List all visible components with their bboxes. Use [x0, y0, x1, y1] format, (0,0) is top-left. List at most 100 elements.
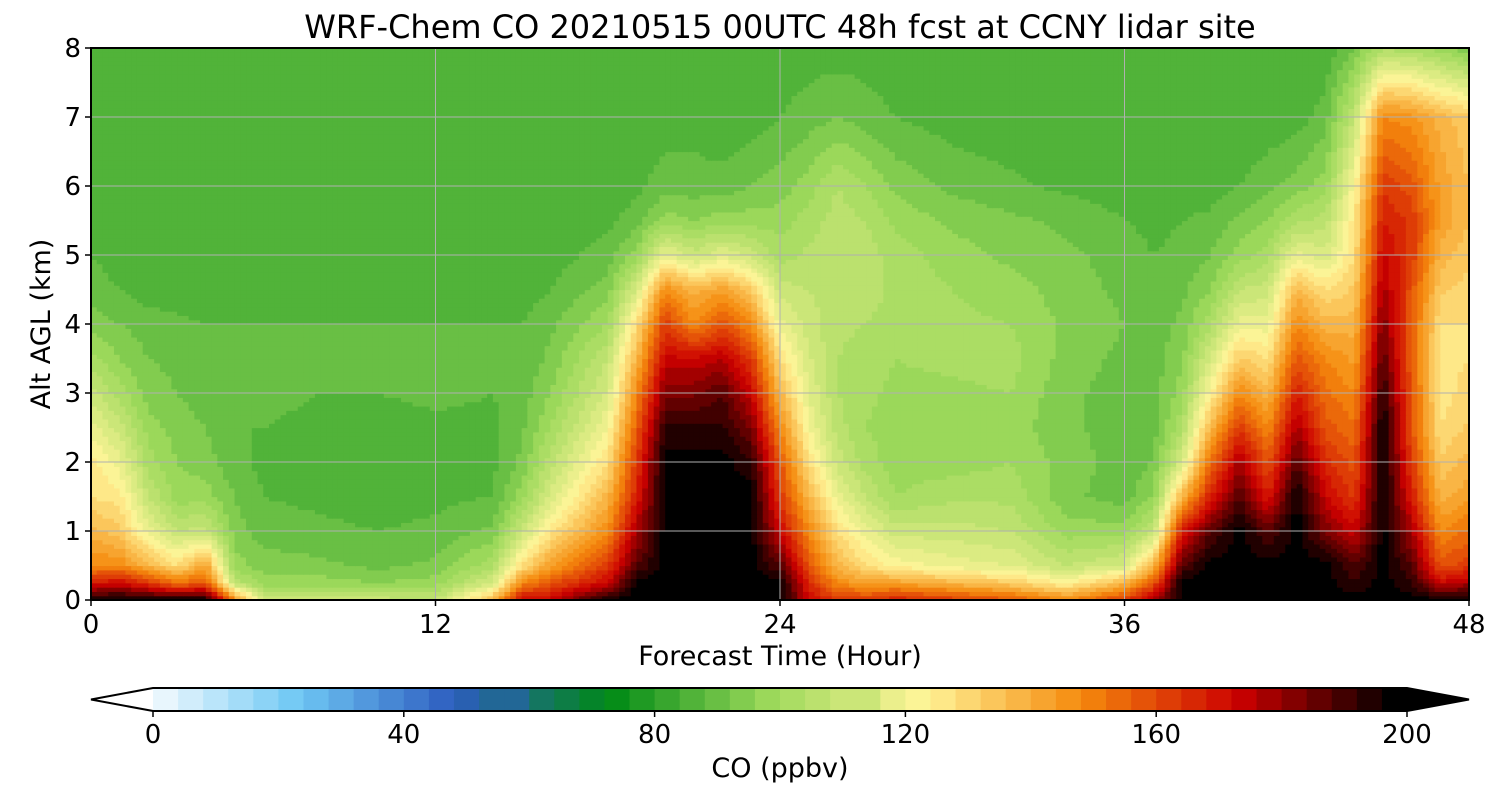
co-cell: [1302, 531, 1308, 536]
co-cell: [160, 535, 166, 540]
co-cell: [263, 509, 269, 514]
co-cell: [935, 540, 941, 545]
co-cell: [269, 522, 275, 527]
co-cell: [1113, 566, 1119, 571]
co-cell: [654, 514, 660, 519]
co-cell: [763, 535, 769, 540]
co-cell: [677, 570, 683, 575]
co-cell: [717, 548, 723, 553]
co-cell: [906, 566, 912, 571]
co-cell: [872, 531, 878, 536]
co-cell: [723, 548, 729, 553]
co-cell: [1015, 591, 1021, 596]
co-cell: [372, 544, 378, 549]
co-cell: [309, 591, 315, 596]
co-cell: [286, 574, 292, 579]
co-cell: [1050, 548, 1056, 553]
co-cell: [671, 548, 677, 553]
co-cell: [321, 522, 327, 527]
co-cell: [935, 544, 941, 549]
co-cell: [1165, 561, 1171, 566]
co-cell: [1165, 574, 1171, 579]
co-cell: [292, 557, 298, 562]
co-cell: [355, 578, 361, 583]
co-cell: [763, 583, 769, 588]
co-cell: [1452, 514, 1458, 519]
co-cell: [499, 548, 505, 553]
co-cell: [1193, 561, 1199, 566]
co-cell: [786, 553, 792, 558]
co-cell: [280, 514, 286, 519]
co-cell: [1257, 561, 1263, 566]
co-cell: [464, 518, 470, 523]
co-cell: [372, 531, 378, 536]
co-cell: [189, 561, 195, 566]
co-cell: [206, 544, 212, 549]
co-cell: [700, 574, 706, 579]
co-cell: [924, 553, 930, 558]
co-cell: [1073, 591, 1079, 596]
co-cell: [246, 578, 252, 583]
co-cell: [298, 531, 304, 536]
co-cell: [189, 557, 195, 562]
co-cell: [1268, 514, 1274, 519]
co-cell: [1211, 587, 1217, 592]
co-cell: [780, 531, 786, 536]
co-cell: [975, 522, 981, 527]
co-cell: [769, 514, 775, 519]
co-cell: [1406, 553, 1412, 558]
co-cell: [1142, 578, 1148, 583]
co-cell: [246, 587, 252, 592]
co-cell: [1297, 522, 1303, 527]
co-cell: [998, 591, 1004, 596]
co-cell: [814, 570, 820, 575]
co-cell: [1096, 509, 1102, 514]
co-cell: [1452, 591, 1458, 596]
co-cell: [671, 531, 677, 536]
co-cell: [321, 535, 327, 540]
co-cell: [843, 587, 849, 592]
co-cell: [212, 587, 218, 592]
co-cell: [769, 522, 775, 527]
co-cell: [212, 561, 218, 566]
co-cell: [436, 591, 442, 596]
co-cell: [1050, 587, 1056, 592]
co-cell: [102, 566, 108, 571]
co-cell: [1325, 578, 1331, 583]
co-cell: [418, 587, 424, 592]
co-cell: [981, 518, 987, 523]
co-cell: [1090, 570, 1096, 575]
co-cell: [803, 531, 809, 536]
co-cell: [223, 514, 229, 519]
co-cell: [1021, 535, 1027, 540]
co-cell: [235, 561, 241, 566]
co-cell: [803, 583, 809, 588]
co-cell: [723, 561, 729, 566]
co-cell: [1302, 540, 1308, 545]
co-cell: [1193, 557, 1199, 562]
co-cell: [757, 535, 763, 540]
co-cell: [401, 514, 407, 519]
co-cell: [998, 574, 1004, 579]
co-cell: [929, 557, 935, 562]
co-cell: [516, 574, 522, 579]
co-cell: [303, 509, 309, 514]
co-cell: [1406, 548, 1412, 553]
co-cell: [229, 578, 235, 583]
co-cell: [734, 570, 740, 575]
co-cell: [481, 522, 487, 527]
co-cell: [522, 591, 528, 596]
co-cell: [171, 561, 177, 566]
co-cell: [1136, 509, 1142, 514]
co-cell: [235, 587, 241, 592]
co-cell: [1021, 557, 1027, 562]
co-cell: [183, 561, 189, 566]
co-cell: [1067, 557, 1073, 562]
co-cell: [378, 522, 384, 527]
co-cell: [1199, 535, 1205, 540]
co-cell: [740, 522, 746, 527]
co-cell: [878, 570, 884, 575]
co-cell: [504, 522, 510, 527]
co-cell: [372, 561, 378, 566]
co-cell: [780, 518, 786, 523]
